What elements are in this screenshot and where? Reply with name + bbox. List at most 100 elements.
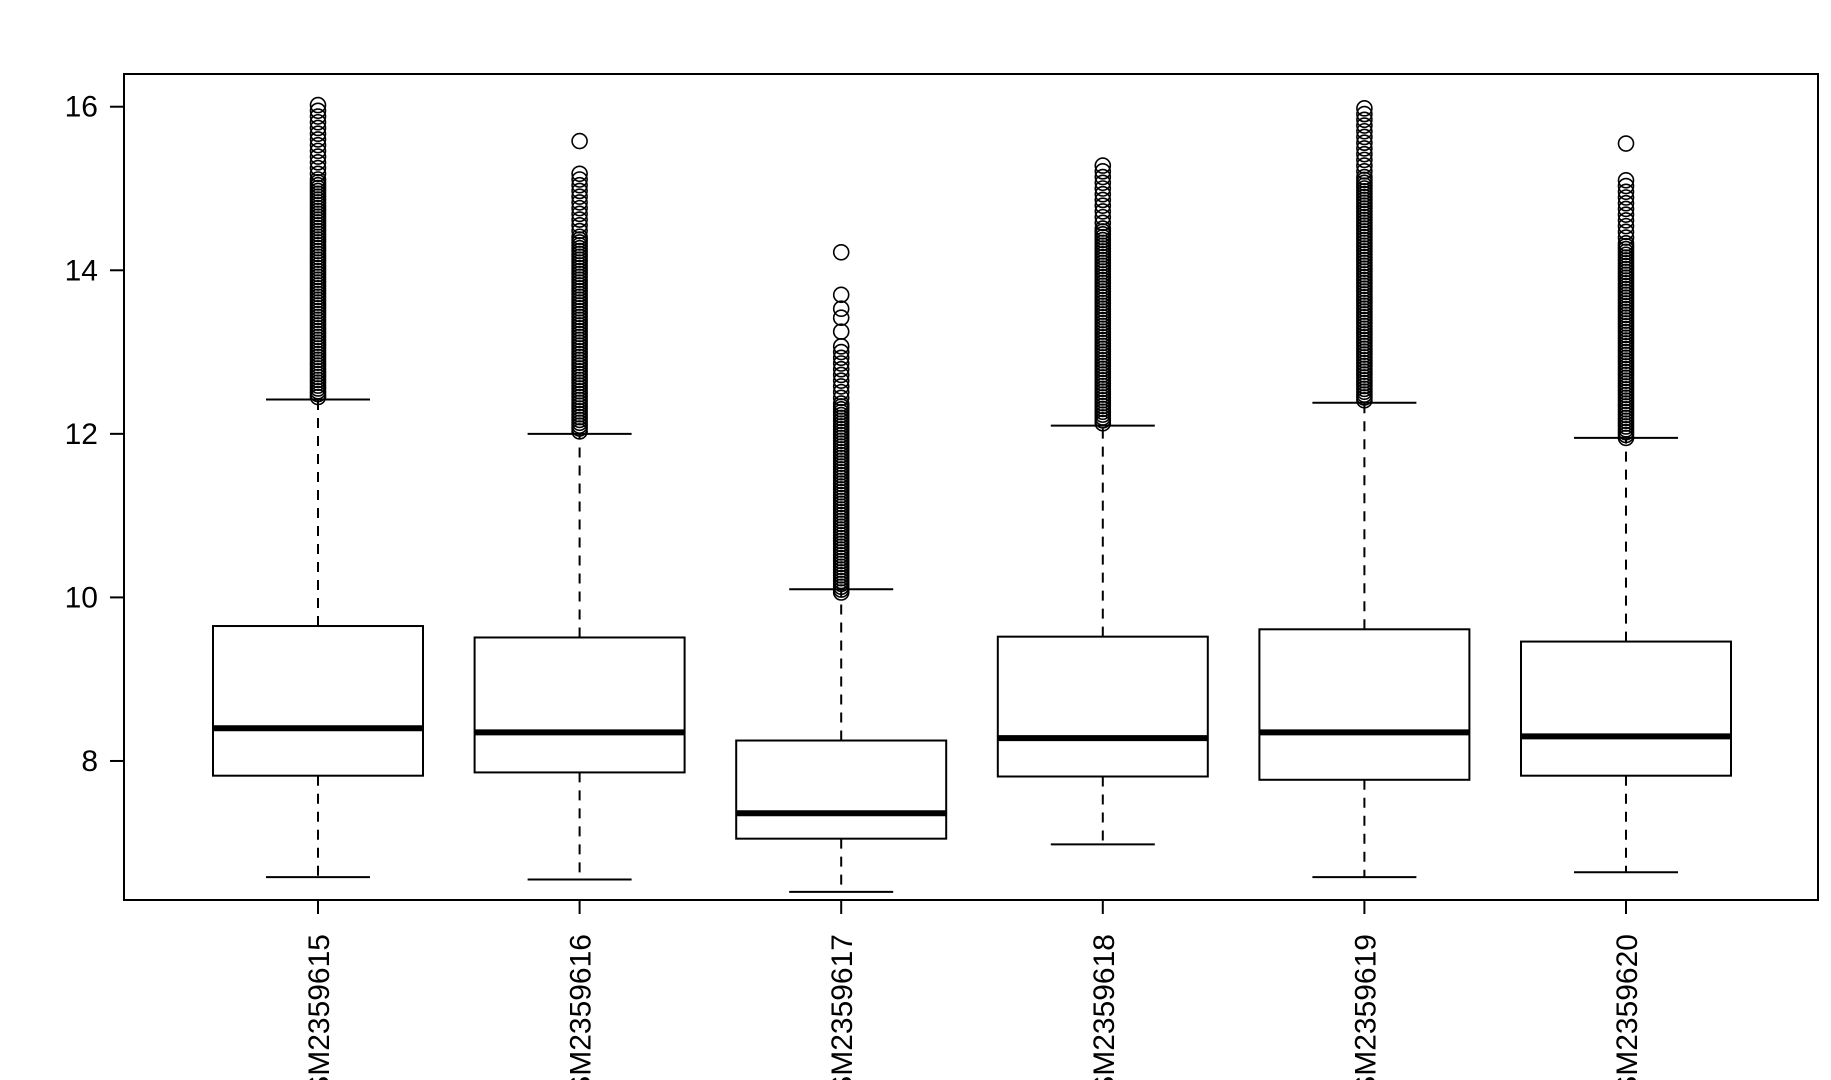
outlier-point bbox=[1094, 180, 1112, 197]
outlier-point bbox=[832, 286, 850, 304]
outlier-point bbox=[571, 222, 588, 240]
outlier-point bbox=[1094, 174, 1112, 192]
box-GSM2359616 bbox=[473, 132, 686, 881]
y-tick-label: 14 bbox=[65, 254, 98, 287]
outlier-point bbox=[1356, 163, 1373, 180]
iqr-box bbox=[473, 636, 686, 774]
outlier-point bbox=[1617, 234, 1635, 252]
outlier-point bbox=[832, 243, 850, 261]
outlier-point bbox=[1094, 220, 1112, 237]
box-GSM2359618 bbox=[996, 157, 1209, 846]
outlier-point bbox=[1617, 183, 1635, 201]
plot-frame bbox=[123, 73, 1819, 901]
outliers bbox=[1094, 157, 1112, 432]
outlier-point bbox=[1356, 140, 1373, 157]
outlier-point bbox=[1356, 111, 1373, 129]
x-tick-label: GSM2359619 bbox=[1349, 934, 1382, 1080]
outlier-point bbox=[309, 113, 327, 131]
outlier-point bbox=[832, 389, 850, 407]
outlier-point bbox=[1094, 197, 1112, 214]
outlier-point bbox=[571, 165, 588, 183]
outlier-point bbox=[832, 383, 850, 401]
iqr-box bbox=[735, 739, 948, 840]
outlier-point bbox=[571, 132, 588, 150]
x-tick-label: GSM2359620 bbox=[1611, 934, 1644, 1080]
outlier-point bbox=[1617, 223, 1635, 241]
outlier-point bbox=[309, 131, 327, 148]
outlier-point bbox=[1617, 217, 1635, 235]
outlier-point bbox=[832, 366, 850, 384]
outlier-point bbox=[1617, 177, 1635, 195]
outliers bbox=[309, 96, 327, 406]
y-tick-label: 12 bbox=[65, 418, 98, 451]
box-GSM2359620 bbox=[1520, 135, 1732, 874]
x-tick-label: GSM2359615 bbox=[303, 934, 336, 1080]
outlier-point bbox=[1617, 172, 1635, 189]
outlier-point bbox=[309, 142, 327, 160]
outlier-point bbox=[832, 300, 850, 318]
outlier-point bbox=[1356, 134, 1373, 151]
outlier-point bbox=[571, 216, 588, 234]
outlier-point bbox=[1094, 203, 1112, 220]
iqr-box bbox=[1520, 640, 1732, 777]
outlier-point bbox=[832, 372, 850, 389]
outlier-point bbox=[571, 182, 588, 200]
outlier-point bbox=[832, 355, 850, 372]
outlier-point bbox=[571, 228, 588, 246]
outlier-point bbox=[1356, 105, 1373, 123]
outlier-point bbox=[832, 309, 850, 327]
outlier-point bbox=[1356, 117, 1373, 134]
outliers bbox=[571, 132, 588, 440]
outlier-point bbox=[1356, 122, 1373, 140]
outlier-point bbox=[309, 148, 327, 165]
x-tick-label: GSM2359616 bbox=[565, 934, 598, 1080]
outlier-point bbox=[1617, 212, 1635, 229]
y-tick-label: 10 bbox=[65, 581, 98, 614]
x-axis: GSM2359615 GSM2359616 GSM2359617 GSM2359618… bbox=[303, 900, 1644, 1080]
outlier-point bbox=[1094, 191, 1112, 209]
outlier-point bbox=[1094, 214, 1112, 232]
outlier-point bbox=[1094, 208, 1112, 226]
outlier-point bbox=[1617, 206, 1635, 223]
x-tick-label: GSM2359617 bbox=[826, 934, 859, 1080]
outlier-point bbox=[1356, 168, 1373, 186]
box-GSM2359617 bbox=[735, 243, 948, 893]
outlier-point bbox=[309, 171, 327, 188]
outlier-point bbox=[1617, 135, 1635, 152]
outlier-point bbox=[309, 108, 327, 125]
outlier-point bbox=[1617, 200, 1635, 218]
outlier-point bbox=[571, 194, 588, 211]
iqr-box bbox=[212, 625, 424, 777]
outlier-point bbox=[571, 171, 588, 188]
outlier-point bbox=[1094, 163, 1112, 180]
outliers bbox=[832, 243, 850, 601]
outlier-point bbox=[309, 96, 327, 114]
outliers bbox=[1356, 100, 1373, 409]
outlier-point bbox=[309, 125, 327, 143]
box-GSM2359615 bbox=[212, 96, 424, 879]
outlier-point bbox=[309, 159, 327, 177]
outlier-point bbox=[832, 349, 850, 367]
y-tick-label: 8 bbox=[81, 745, 98, 778]
outlier-point bbox=[571, 205, 588, 223]
outlier-point bbox=[1094, 185, 1112, 203]
y-axis: 8 10 12 14 16 bbox=[65, 91, 124, 778]
outlier-point bbox=[1617, 229, 1635, 246]
outlier-point bbox=[1617, 194, 1635, 212]
outlier-point bbox=[1356, 145, 1373, 163]
outlier-point bbox=[571, 188, 588, 205]
outlier-point bbox=[309, 154, 327, 171]
outlier-point bbox=[832, 360, 850, 378]
outlier-point bbox=[571, 199, 588, 217]
outlier-point bbox=[309, 136, 327, 154]
outlier-point bbox=[1356, 100, 1373, 117]
outlier-point bbox=[832, 378, 850, 395]
outlier-point bbox=[1356, 151, 1373, 169]
box-GSM2359619 bbox=[1258, 100, 1471, 879]
outlier-point bbox=[309, 119, 327, 137]
y-tick-label: 16 bbox=[65, 91, 98, 124]
x-tick-label: GSM2359618 bbox=[1088, 934, 1121, 1080]
outlier-point bbox=[309, 165, 327, 183]
outlier-point bbox=[1094, 168, 1112, 186]
